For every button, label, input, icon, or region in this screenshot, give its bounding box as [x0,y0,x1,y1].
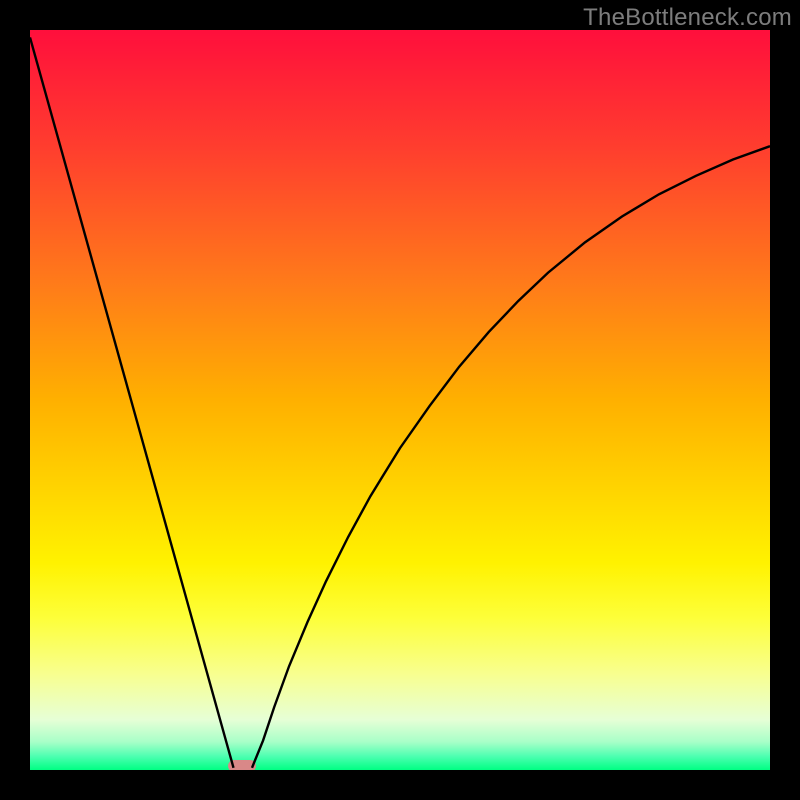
watermark-text: TheBottleneck.com [583,4,792,32]
bottleneck-curve [30,30,770,770]
plot-area [30,30,770,770]
curve-right-branch [252,146,770,768]
curve-left-branch [30,37,234,767]
